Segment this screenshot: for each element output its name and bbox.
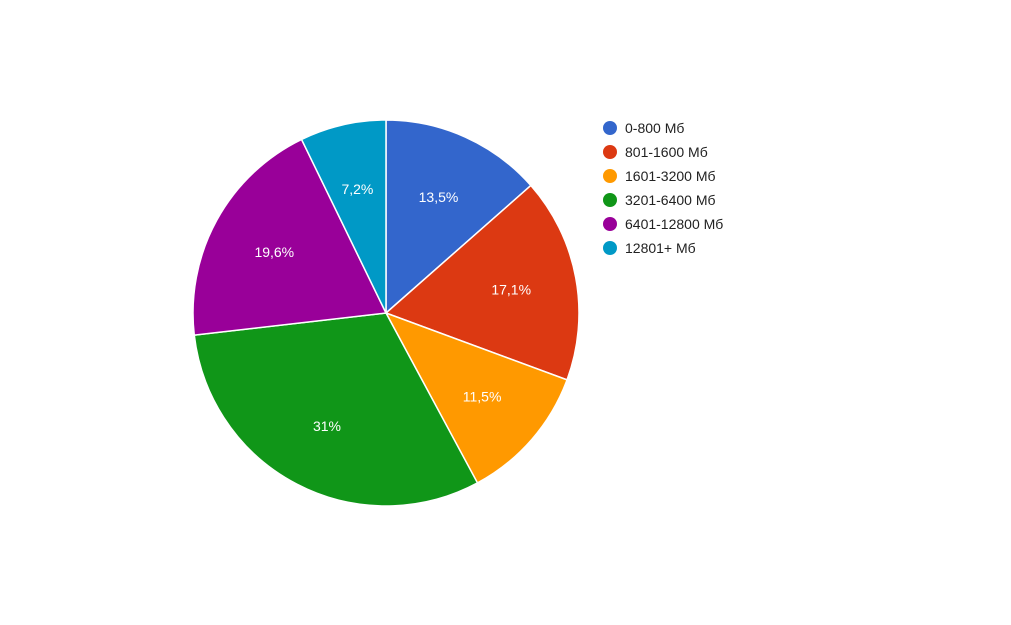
slice-value-label-6: 7,2% [341, 181, 373, 197]
pie-slice-3[interactable] [385, 312, 568, 484]
slice-value-label-5: 19,6% [254, 244, 294, 260]
slice-value-label-3: 11,5% [463, 389, 502, 405]
legend-swatch [603, 241, 617, 255]
pie-slice-5[interactable] [192, 138, 387, 336]
pie-slices [192, 119, 580, 507]
legend-label: 12801+ Мб [625, 240, 696, 256]
legend-item[interactable]: 801-1600 Мб [603, 144, 708, 160]
legend-item[interactable]: 1601-3200 Мб [603, 168, 716, 184]
legend-label: 3201-6400 Мб [625, 192, 716, 208]
legend-label: 6401-12800 Мб [625, 216, 723, 232]
pie-slice-2[interactable] [385, 184, 580, 381]
slice-value-label-1: 13,5% [419, 189, 459, 205]
legend-swatch [603, 217, 617, 231]
pie-slice-4[interactable] [193, 312, 479, 507]
legend-label: 801-1600 Мб [625, 144, 708, 160]
legend-item[interactable]: 3201-6400 Мб [603, 192, 716, 208]
legend-item[interactable]: 0-800 Мб [603, 120, 684, 136]
legend-swatch [603, 145, 617, 159]
legend-item[interactable]: 6401-12800 Мб [603, 216, 723, 232]
legend-label: 0-800 Мб [625, 120, 684, 136]
slice-value-label-4: 31% [313, 418, 341, 434]
legend-swatch [603, 193, 617, 207]
pie-slice-1[interactable] [385, 119, 532, 314]
pie-slice-6[interactable] [300, 119, 387, 314]
legend-swatch [603, 121, 617, 135]
slice-value-label-2: 17,1% [491, 282, 531, 298]
legend: 0-800 Мб 801-1600 Мб 1601-3200 Мб 3201-6400… [603, 120, 723, 256]
pie-slice-labels: 13,5% 17,1% 11,5% 31% 19,6% 7,2% [254, 181, 531, 434]
legend-swatch [603, 169, 617, 183]
legend-label: 1601-3200 Мб [625, 168, 716, 184]
legend-item[interactable]: 12801+ Мб [603, 240, 696, 256]
